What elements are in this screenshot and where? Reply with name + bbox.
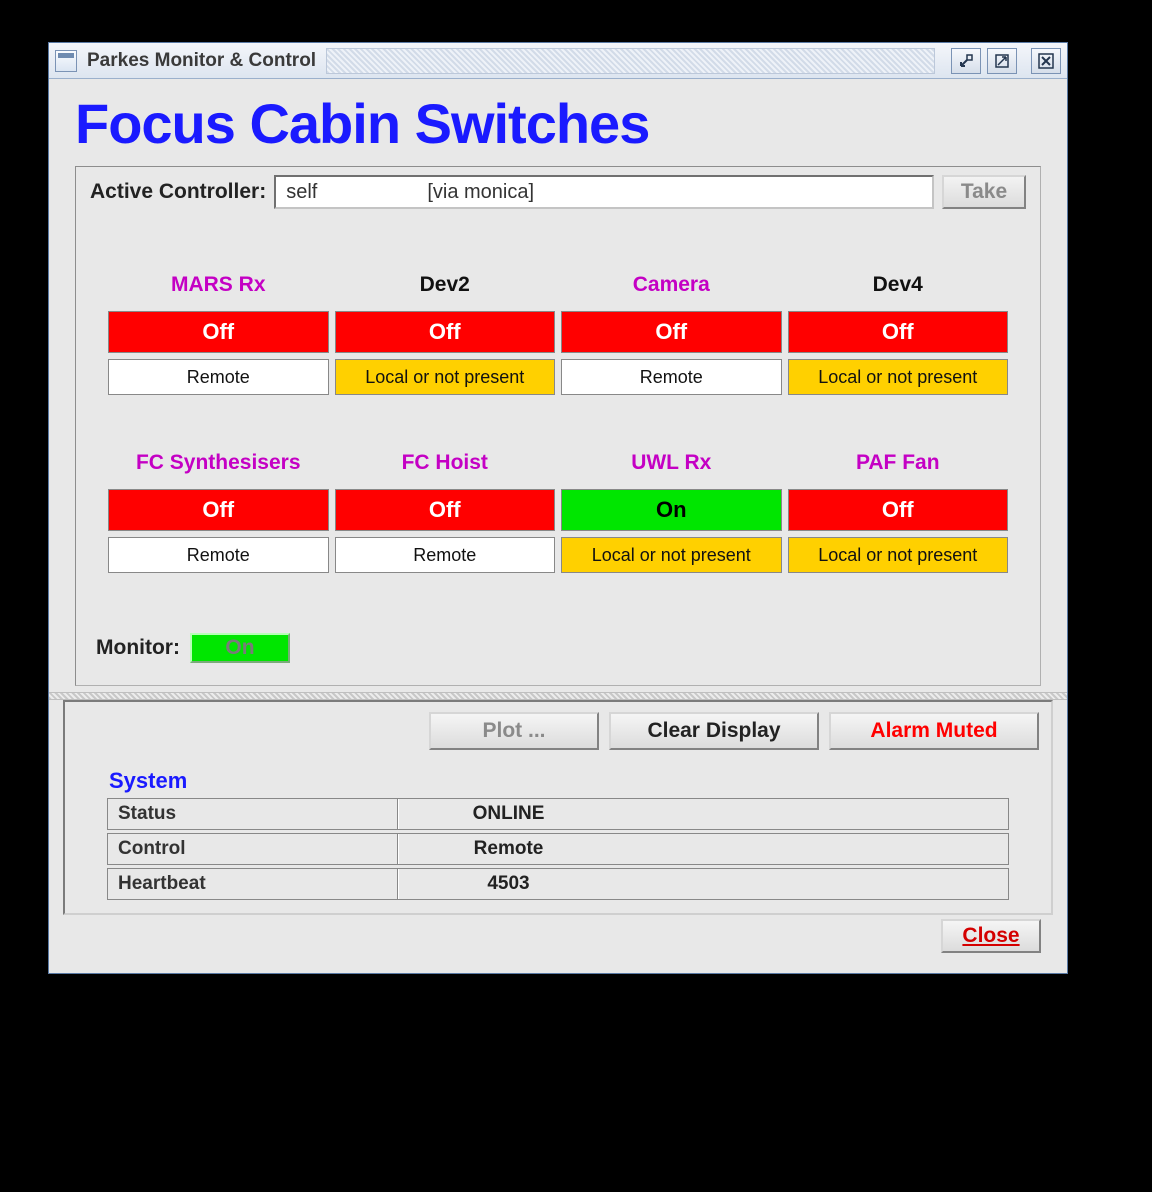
controller-row: Active Controller: self [via monica] Tak… (90, 175, 1026, 209)
switch-header: MARS Rx (108, 269, 329, 305)
active-controller-label: Active Controller: (90, 180, 266, 204)
system-block: System Status ONLINE Control Remote Hear… (77, 768, 1039, 900)
switch-grid-row1: MARS Rx Dev2 Camera Dev4 Off Off Off Off… (108, 269, 1008, 395)
switch-header: Dev4 (788, 269, 1009, 305)
system-row-label: Heartbeat (108, 869, 398, 899)
window-content: Focus Cabin Switches Active Controller: … (49, 79, 1067, 973)
switch-state-button[interactable]: Off (561, 311, 782, 353)
switch-header: Camera (561, 269, 782, 305)
minimize-button[interactable] (951, 48, 981, 74)
controller-value: self (286, 181, 317, 204)
app-window: Parkes Monitor & Control Focus Cabin Swi… (48, 42, 1068, 974)
switch-header: FC Hoist (335, 447, 556, 483)
switch-mode: Remote (561, 359, 782, 395)
switch-mode: Local or not present (788, 359, 1009, 395)
lower-panel: Plot ... Clear Display Alarm Muted Syste… (63, 700, 1053, 915)
system-row-spacer (618, 869, 1008, 899)
system-row-label: Status (108, 799, 398, 829)
system-row-label: Control (108, 834, 398, 864)
switch-mode: Remote (108, 537, 329, 573)
switch-header: UWL Rx (561, 447, 782, 483)
switch-state-button[interactable]: Off (108, 489, 329, 531)
window-menu-icon[interactable] (55, 50, 77, 72)
monitor-label: Monitor: (96, 636, 180, 660)
page-title: Focus Cabin Switches (75, 91, 1041, 156)
titlebar-texture (326, 48, 935, 74)
switch-state-button[interactable]: Off (788, 489, 1009, 531)
switch-grid-row2: FC Synthesisers FC Hoist UWL Rx PAF Fan … (108, 447, 1008, 573)
system-row-value: Remote (398, 834, 618, 864)
switch-state-button[interactable]: Off (335, 311, 556, 353)
switch-state-button[interactable]: Off (108, 311, 329, 353)
titlebar[interactable]: Parkes Monitor & Control (49, 43, 1067, 79)
system-row-value: ONLINE (398, 799, 618, 829)
switch-header: FC Synthesisers (108, 447, 329, 483)
system-row-spacer (618, 799, 1008, 829)
switch-mode: Remote (108, 359, 329, 395)
monitor-row: Monitor: On (96, 633, 1026, 663)
window-title: Parkes Monitor & Control (87, 50, 316, 72)
button-bar: Plot ... Clear Display Alarm Muted (77, 712, 1039, 750)
monitor-button[interactable]: On (190, 633, 290, 663)
switch-mode: Remote (335, 537, 556, 573)
alarm-muted-button[interactable]: Alarm Muted (829, 712, 1039, 750)
controller-via: [via monica] (427, 181, 534, 204)
maximize-button[interactable] (987, 48, 1017, 74)
system-row: Control Remote (107, 833, 1009, 865)
close-button[interactable]: Close (941, 919, 1041, 953)
close-row: Close (75, 915, 1041, 953)
active-controller-field: self [via monica] (274, 175, 934, 209)
switch-header: Dev2 (335, 269, 556, 305)
main-panel: Active Controller: self [via monica] Tak… (75, 166, 1041, 686)
switch-header: PAF Fan (788, 447, 1009, 483)
take-button[interactable]: Take (942, 175, 1026, 209)
clear-display-button[interactable]: Clear Display (609, 712, 819, 750)
separator (49, 692, 1067, 700)
switch-state-button[interactable]: On (561, 489, 782, 531)
switch-mode: Local or not present (561, 537, 782, 573)
system-row: Status ONLINE (107, 798, 1009, 830)
switch-state-button[interactable]: Off (335, 489, 556, 531)
switch-state-button[interactable]: Off (788, 311, 1009, 353)
system-row-spacer (618, 834, 1008, 864)
system-title: System (109, 768, 1009, 794)
system-row-value: 4503 (398, 869, 618, 899)
close-window-button[interactable] (1031, 48, 1061, 74)
system-row: Heartbeat 4503 (107, 868, 1009, 900)
plot-button[interactable]: Plot ... (429, 712, 599, 750)
switch-mode: Local or not present (788, 537, 1009, 573)
switch-mode: Local or not present (335, 359, 556, 395)
